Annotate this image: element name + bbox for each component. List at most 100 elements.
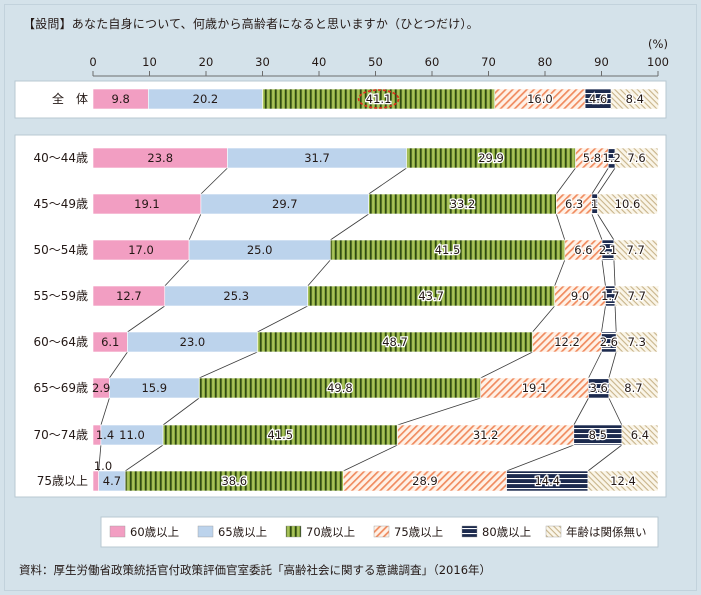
bar-segment-none (621, 424, 659, 446)
connector-line (608, 397, 623, 426)
connector-line (124, 444, 164, 472)
connector-line (597, 167, 616, 195)
bar-segment-none (613, 239, 658, 261)
connector-line (307, 259, 331, 287)
category-label: 50～54歳 (33, 243, 88, 257)
connector-line (587, 444, 623, 472)
connector-line (588, 351, 602, 379)
data-label: 1.7 (601, 289, 619, 303)
data-label: 15.9 (141, 381, 167, 395)
legend-label: 80歳以上 (482, 525, 531, 539)
data-label: 2.1 (599, 243, 617, 257)
data-label: 12.4 (610, 474, 636, 488)
legend-swatch-s65 (197, 525, 214, 538)
connector-line (257, 305, 308, 333)
x-tick-label: 20 (199, 55, 214, 69)
connector-line (100, 397, 110, 426)
question-text: 【設問】あなた自身について、何歳から高齢者になると思いますか（ひとつだけ）。 (23, 17, 479, 31)
legend-swatch-s75 (373, 525, 390, 538)
connector-line (591, 167, 609, 195)
data-label: 4.6 (589, 92, 607, 106)
data-label: 7.7 (628, 289, 646, 303)
data-label: 6.6 (574, 243, 592, 257)
x-tick-label: 100 (647, 55, 669, 69)
category-label: 40～44歳 (33, 151, 88, 165)
bar-segment-none (615, 331, 658, 353)
data-label: 20.2 (193, 92, 219, 106)
x-tick-label: 80 (538, 55, 553, 69)
connector-line (554, 259, 566, 287)
data-label: 41.5 (435, 243, 461, 257)
data-label: 29.7 (272, 197, 298, 211)
x-tick-label: 0 (89, 55, 96, 69)
data-label: 1.0 (94, 459, 112, 473)
data-label: 43.7 (418, 289, 444, 303)
connector-line (188, 213, 202, 241)
highlight-ellipse (357, 89, 400, 109)
legend-swatch-s80 (461, 525, 478, 538)
connector-line (200, 167, 228, 195)
x-tick-label: 10 (142, 55, 157, 69)
connector-line (608, 351, 617, 379)
data-label: 19.1 (522, 381, 548, 395)
category-label: 55～59歳 (33, 289, 88, 303)
legend-swatch-s60 (109, 525, 126, 538)
connector-line (164, 259, 190, 287)
data-label: 1.2 (603, 151, 621, 165)
connector-line (330, 213, 369, 241)
data-label: 7.3 (628, 335, 646, 349)
data-label: 23.8 (147, 151, 173, 165)
bar-segment-none (608, 377, 659, 399)
legend-label: 60歳以上 (130, 525, 179, 539)
source-note: 資料：厚生労働省政策統括官付政策評価官室委託「高齢社会に関する意識調査」（201… (19, 563, 492, 577)
x-tick-label: 30 (255, 55, 270, 69)
data-label: 16.0 (527, 92, 553, 106)
category-label: 45～49歳 (33, 197, 88, 211)
legend-label: 75歳以上 (394, 525, 443, 539)
data-label: 14.4 (534, 474, 560, 488)
data-label: 23.0 (180, 335, 206, 349)
connector-line (591, 213, 603, 241)
data-label: 7.7 (627, 243, 645, 257)
data-label: 12.2 (554, 335, 580, 349)
connector-line (613, 259, 616, 287)
data-label: 33.2 (450, 197, 476, 211)
data-label: 49.8 (327, 381, 353, 395)
data-label: 8.4 (626, 92, 644, 106)
connector-line (199, 351, 258, 379)
bar-segment-none (597, 193, 658, 215)
data-label: 10.6 (615, 197, 641, 211)
connector-line (343, 444, 398, 472)
data-label: 2.6 (600, 335, 618, 349)
legend-swatch-none (545, 525, 562, 538)
x-tick-label: 70 (481, 55, 496, 69)
data-label: 25.0 (247, 243, 273, 257)
connector-line (597, 213, 615, 241)
connector-line (555, 213, 566, 241)
connector-line (162, 397, 200, 426)
data-label: 41.5 (267, 428, 293, 442)
category-label: 60～64歳 (33, 335, 88, 349)
category-label: 75歳以上 (37, 474, 88, 488)
x-tick-label: 90 (594, 55, 609, 69)
connector-line (98, 444, 102, 472)
data-label: 38.6 (221, 474, 247, 488)
data-label: 48.7 (382, 335, 408, 349)
x-tick-label: 60 (425, 55, 440, 69)
unit-label: (%) (648, 37, 668, 51)
data-label: 41.1 (366, 92, 392, 106)
legend-label: 年齢は関係無い (566, 525, 647, 539)
connector-line (127, 305, 165, 333)
data-label: 28.9 (412, 474, 438, 488)
data-label: 7.6 (627, 151, 645, 165)
data-label: 31.7 (304, 151, 330, 165)
x-tick-label: 40 (312, 55, 327, 69)
data-label: 29.9 (478, 151, 504, 165)
connector-line (532, 305, 555, 333)
data-label: 19.1 (134, 197, 160, 211)
connector-line (614, 305, 617, 333)
connector-line (573, 397, 589, 426)
bar-segment-s60 (92, 470, 99, 492)
connector-line (555, 167, 576, 195)
data-label: 9.0 (571, 289, 589, 303)
